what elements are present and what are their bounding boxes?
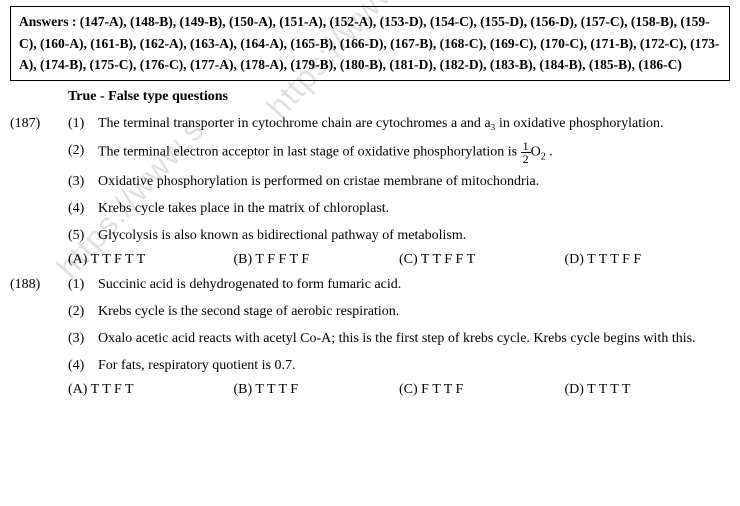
statement-text: Succinic acid is dehydrogenated to form … bbox=[98, 274, 730, 295]
section-title: True - False type questions bbox=[68, 89, 730, 105]
statement-number: (1) bbox=[68, 274, 98, 295]
option-c: (C) F T T F bbox=[399, 382, 565, 398]
option-d: (D) T T T T bbox=[565, 382, 731, 398]
option-b: (B) T T T F bbox=[234, 382, 400, 398]
option-a: (A) T T F T T bbox=[68, 252, 234, 268]
answers-label: Answers : bbox=[19, 14, 76, 29]
statement-text: Krebs cycle takes place in the matrix of… bbox=[98, 198, 730, 219]
statement-text: The terminal electron acceptor in last s… bbox=[98, 140, 730, 165]
statement-number: (2) bbox=[68, 140, 98, 161]
statement-number: (2) bbox=[68, 301, 98, 322]
question-number: (188) bbox=[10, 274, 52, 295]
answers-box: Answers : (147-A), (148-B), (149-B), (15… bbox=[10, 6, 730, 81]
statement-text: Glycolysis is also known as bidirectiona… bbox=[98, 225, 730, 246]
statement-number: (3) bbox=[68, 328, 98, 349]
statement-text: For fats, respiratory quotient is 0.7. bbox=[98, 355, 730, 376]
statement-number: (5) bbox=[68, 225, 98, 246]
option-a: (A) T T F T bbox=[68, 382, 234, 398]
options-row: (A) T T F T (B) T T T F (C) F T T F (D) … bbox=[68, 382, 730, 398]
answers-list: (147-A), (148-B), (149-B), (150-A), (151… bbox=[19, 14, 719, 72]
option-c: (C) T T F F T bbox=[399, 252, 565, 268]
statement-number: (4) bbox=[68, 198, 98, 219]
question-188: (188) (1) Succinic acid is dehydrogenate… bbox=[10, 274, 730, 398]
option-b: (B) T F F T F bbox=[234, 252, 400, 268]
statement-text: Oxidative phosphorylation is performed o… bbox=[98, 171, 730, 192]
question-number: (187) bbox=[10, 113, 52, 134]
statement-number: (1) bbox=[68, 113, 98, 134]
question-187: (187) (1) The terminal transporter in cy… bbox=[10, 113, 730, 268]
statement-number: (4) bbox=[68, 355, 98, 376]
option-d: (D) T T T F F bbox=[565, 252, 731, 268]
options-row: (A) T T F T T (B) T F F T F (C) T T F F … bbox=[68, 252, 730, 268]
statement-text: Krebs cycle is the second stage of aerob… bbox=[98, 301, 730, 322]
statement-text: Oxalo acetic acid reacts with acetyl Co-… bbox=[98, 328, 730, 349]
statement-text: The terminal transporter in cytochrome c… bbox=[98, 113, 730, 134]
statement-number: (3) bbox=[68, 171, 98, 192]
